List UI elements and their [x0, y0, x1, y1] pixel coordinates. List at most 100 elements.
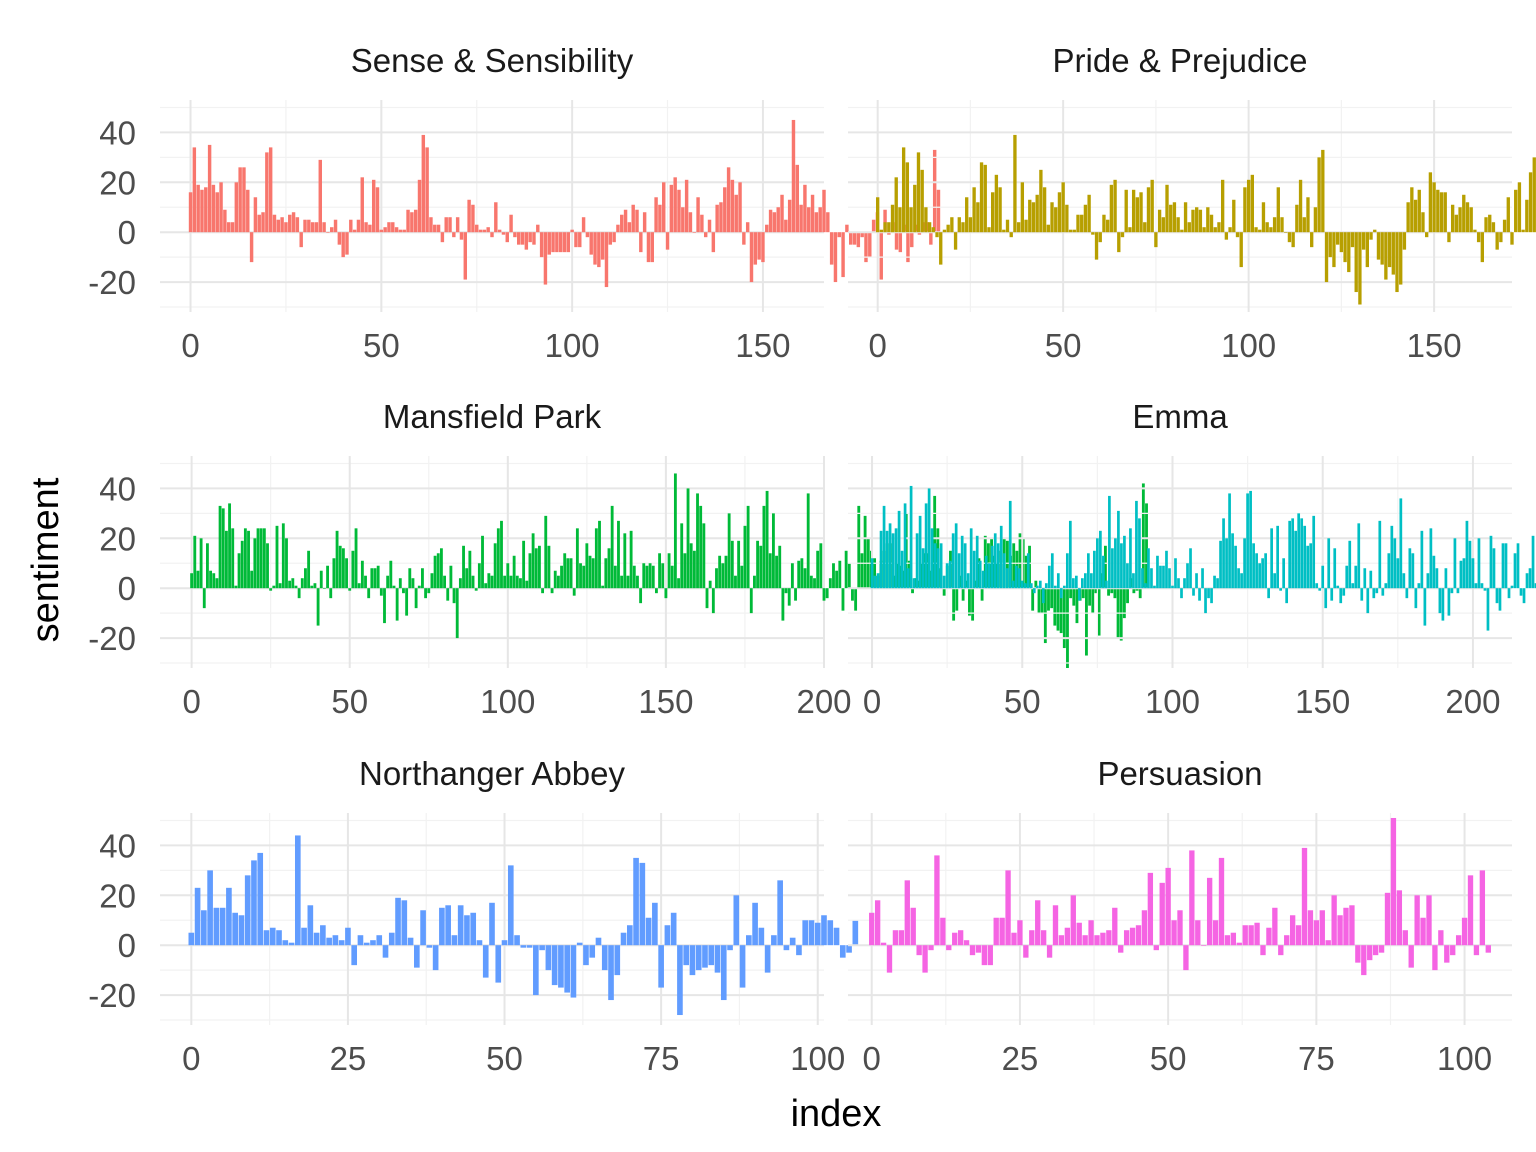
sentiment-bar: [620, 932, 627, 946]
sentiment-bar: [616, 224, 620, 233]
sentiment-bar: [1532, 157, 1536, 233]
sentiment-bar: [1102, 214, 1106, 233]
sentiment-bar: [1198, 209, 1203, 233]
sentiment-bar: [1059, 588, 1063, 634]
sentiment-bar: [1291, 232, 1295, 248]
x-tick-label: 100: [1437, 1040, 1492, 1077]
sentiment-bar: [1087, 553, 1090, 589]
sentiment-bar: [1531, 535, 1535, 589]
sentiment-bar: [777, 880, 783, 946]
sentiment-bar: [371, 179, 376, 233]
sentiment-bar: [869, 912, 875, 946]
sentiment-bar: [360, 177, 364, 233]
sentiment-bar: [1498, 588, 1502, 611]
sentiment-bar: [730, 540, 734, 589]
sentiment-bar: [1325, 940, 1331, 946]
sentiment-bar: [860, 553, 864, 589]
sentiment-bar: [583, 945, 589, 966]
sentiment-bar: [961, 222, 965, 233]
sentiment-bar: [714, 945, 721, 973]
sentiment-bar: [481, 535, 484, 589]
sentiment-bar: [1112, 907, 1118, 946]
sentiment-bar: [1026, 553, 1030, 589]
sentiment-bar: [1240, 573, 1243, 589]
sentiment-bar: [318, 159, 322, 233]
sentiment-bar: [1232, 199, 1236, 233]
sentiment-bar: [1075, 588, 1079, 624]
sentiment-bar: [300, 578, 304, 589]
sentiment-bar: [1069, 588, 1073, 599]
sentiment-bar: [832, 563, 835, 589]
sentiment-bar: [940, 917, 946, 946]
sentiment-bar: [673, 473, 677, 589]
sentiment-bar: [402, 229, 406, 233]
sentiment-bar: [288, 214, 292, 233]
sentiment-bar: [570, 945, 577, 998]
sentiment-bar: [446, 588, 450, 601]
sentiment-bar: [455, 588, 459, 639]
sentiment-bar: [857, 505, 861, 589]
sentiment-bar: [768, 553, 772, 589]
sentiment-bar: [758, 927, 765, 946]
sentiment-bar: [465, 568, 469, 589]
sentiment-bar: [1333, 548, 1337, 589]
sentiment-bar: [629, 530, 633, 589]
sentiment-bar: [1052, 905, 1059, 946]
sentiment-bar: [749, 232, 754, 283]
sentiment-bar: [1057, 192, 1062, 233]
sentiment-bar: [414, 588, 418, 609]
sentiment-bar: [1348, 540, 1352, 589]
sentiment-bar: [285, 538, 288, 589]
sentiment-bar: [1335, 232, 1340, 245]
sentiment-bar: [1438, 588, 1442, 614]
sentiment-bar: [1018, 533, 1022, 589]
sentiment-bar: [1258, 229, 1262, 233]
sentiment-bar: [1321, 565, 1325, 589]
sentiment-bar: [1169, 204, 1173, 233]
sentiment-bar: [1011, 580, 1015, 589]
sentiment-bar: [495, 945, 502, 983]
sentiment-bar: [310, 222, 315, 233]
sentiment-bar: [490, 575, 494, 589]
sentiment-bar: [433, 555, 437, 589]
sentiment-bar: [501, 940, 508, 946]
sentiment-bar: [551, 945, 558, 986]
sentiment-bar: [1522, 588, 1526, 604]
sentiment-bar: [1328, 232, 1332, 258]
sentiment-bar: [910, 907, 916, 946]
sentiment-bar: [570, 229, 574, 233]
sentiment-bar: [1132, 573, 1135, 589]
sentiment-bar: [572, 588, 576, 596]
sentiment-bar: [1202, 227, 1206, 233]
sentiment-bar: [291, 212, 296, 233]
sentiment-bar: [1246, 493, 1249, 589]
sentiment-bar: [1381, 588, 1385, 596]
sentiment-bar: [341, 548, 345, 589]
sentiment-bar: [708, 580, 712, 589]
sentiment-bar: [996, 543, 1000, 589]
sentiment-bar: [991, 192, 995, 233]
sentiment-bar: [680, 523, 684, 589]
sentiment-bar: [564, 945, 570, 993]
sentiment-bar: [1081, 578, 1084, 589]
sentiment-bar: [1324, 232, 1329, 283]
x-tick-label: 0: [868, 327, 886, 364]
x-tick-label: 150: [638, 683, 693, 720]
sentiment-bar: [1260, 945, 1266, 956]
sentiment-bar: [810, 194, 815, 233]
sentiment-bar: [987, 227, 991, 233]
sentiment-bar: [246, 189, 250, 233]
sentiment-bar: [1097, 588, 1101, 636]
sentiment-bar: [1029, 930, 1035, 946]
sentiment-bar: [826, 212, 830, 233]
sentiment-bar: [1058, 935, 1065, 946]
x-tick-label: 75: [1298, 1040, 1335, 1077]
sentiment-bar: [1306, 545, 1310, 589]
sentiment-bar: [838, 560, 842, 589]
sentiment-bar: [1387, 232, 1392, 268]
sentiment-bar: [1514, 189, 1518, 233]
sentiment-bar: [425, 147, 429, 233]
sentiment-bar: [566, 232, 571, 253]
sentiment-bar: [662, 182, 666, 233]
sentiment-bar: [894, 528, 898, 589]
